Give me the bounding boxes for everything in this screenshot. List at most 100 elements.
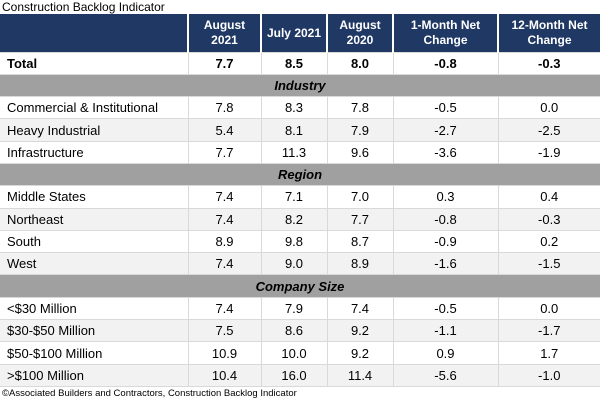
cell-value: -0.5	[392, 296, 499, 321]
total-row: Total 7.7 8.5 8.0 -0.8 -0.3	[0, 51, 600, 75]
cell-value: 0.4	[497, 185, 600, 209]
row-label: <$30 Million	[0, 296, 189, 321]
cell-value: 8.7	[326, 229, 394, 254]
cell-value: 7.4	[187, 252, 262, 276]
cell-value: 7.0	[326, 185, 394, 209]
cell-value: 0.0	[497, 296, 600, 321]
cell-value: 7.8	[326, 96, 394, 120]
row-label: >$100 Million	[0, 363, 189, 387]
table-row: $50-$100 Million 10.9 10.0 9.2 0.9 1.7	[0, 341, 600, 365]
section-header-industry: Industry	[0, 73, 600, 98]
cell-value: 7.8	[187, 96, 262, 120]
cell-value: 8.9	[326, 252, 394, 276]
row-label: Commercial & Institutional	[0, 96, 189, 120]
row-label: $50-$100 Million	[0, 341, 189, 365]
backlog-table: August 2021 July 2021 August 2020 1-Mont…	[0, 14, 600, 387]
col-header-august-2020: August 2020	[327, 14, 394, 52]
table-row: Middle States 7.4 7.1 7.0 0.3 0.4	[0, 185, 600, 209]
cell-value: 7.5	[187, 319, 262, 343]
cell-value: 8.9	[187, 229, 262, 254]
cell-value: -0.9	[392, 229, 499, 254]
cell-value: 11.4	[326, 363, 394, 387]
table-row: Heavy Industrial 5.4 8.1 7.9 -2.7 -2.5	[0, 118, 600, 142]
cell-value: -1.6	[392, 252, 499, 276]
cell-value: -0.8	[392, 207, 499, 231]
cell-value: -1.0	[497, 363, 600, 387]
cell-value: -5.6	[392, 363, 499, 387]
cell-value: 16.0	[260, 363, 328, 387]
table-row: <$30 Million 7.4 7.9 7.4 -0.5 0.0	[0, 296, 600, 321]
cell-value: 7.1	[260, 185, 328, 209]
cell-value: 8.6	[260, 319, 328, 343]
cell-value: 11.3	[260, 140, 328, 164]
row-label: West	[0, 252, 189, 276]
col-header-12-month-net-change: 12-Month Net Change	[498, 14, 600, 52]
cell-value: 9.2	[326, 341, 394, 365]
cell-value: 0.3	[392, 185, 499, 209]
row-label: $30-$50 Million	[0, 319, 189, 343]
section-title: Industry	[0, 73, 600, 98]
cell-value: -0.5	[392, 96, 499, 120]
cell-value: 7.9	[326, 118, 394, 142]
cell-value: 8.0	[326, 51, 394, 75]
table-row: $30-$50 Million 7.5 8.6 9.2 -1.1 -1.7	[0, 319, 600, 343]
cell-value: 9.0	[260, 252, 328, 276]
cell-value: 9.8	[260, 229, 328, 254]
cell-value: -1.9	[497, 140, 600, 164]
cell-value: 8.3	[260, 96, 328, 120]
cell-value: -1.7	[497, 319, 600, 343]
section-header-region: Region	[0, 162, 600, 187]
cell-value: 8.5	[260, 51, 328, 75]
cell-value: -0.8	[392, 51, 499, 75]
cell-value: 7.4	[187, 296, 262, 321]
cell-value: 7.9	[260, 296, 328, 321]
cell-value: 5.4	[187, 118, 262, 142]
cell-value: 10.4	[187, 363, 262, 387]
cell-value: -1.5	[497, 252, 600, 276]
cell-value: 7.4	[187, 185, 262, 209]
table-row: >$100 Million 10.4 16.0 11.4 -5.6 -1.0	[0, 363, 600, 387]
header-row: August 2021 July 2021 August 2020 1-Mont…	[0, 14, 600, 52]
cell-value: -1.1	[392, 319, 499, 343]
cell-value: 10.9	[187, 341, 262, 365]
section-title: Company Size	[0, 274, 600, 298]
cell-value: 7.4	[326, 296, 394, 321]
cell-value: 0.0	[497, 96, 600, 120]
section-title: Region	[0, 162, 600, 187]
cell-value: 10.0	[260, 341, 328, 365]
cell-value: 8.2	[260, 207, 328, 231]
col-header-august-2021: August 2021	[188, 14, 262, 52]
cell-value: 1.7	[497, 341, 600, 365]
col-header-july-2021: July 2021	[261, 14, 328, 52]
cell-value: 0.2	[497, 229, 600, 254]
row-label: Heavy Industrial	[0, 118, 189, 142]
row-label: Middle States	[0, 185, 189, 209]
cell-value: -2.5	[497, 118, 600, 142]
row-label: Total	[0, 51, 189, 75]
table-row: Infrastructure 7.7 11.3 9.6 -3.6 -1.9	[0, 140, 600, 164]
row-label: South	[0, 229, 189, 254]
cell-value: 7.4	[187, 207, 262, 231]
cell-value: 0.9	[392, 341, 499, 365]
cell-value: 9.2	[326, 319, 394, 343]
cell-value: 8.1	[260, 118, 328, 142]
cell-value: 7.7	[187, 140, 262, 164]
source-note: ©Associated Builders and Contractors, Co…	[2, 387, 297, 399]
table-row: South 8.9 9.8 8.7 -0.9 0.2	[0, 229, 600, 254]
table-row: Northeast 7.4 8.2 7.7 -0.8 -0.3	[0, 207, 600, 231]
cell-value: -2.7	[392, 118, 499, 142]
col-header-1-month-net-change: 1-Month Net Change	[393, 14, 499, 52]
cell-value: 7.7	[187, 51, 262, 75]
cell-value: 9.6	[326, 140, 394, 164]
row-label: Northeast	[0, 207, 189, 231]
cell-value: -0.3	[497, 207, 600, 231]
cell-value: 7.7	[326, 207, 394, 231]
row-label: Infrastructure	[0, 140, 189, 164]
cell-value: -0.3	[497, 51, 600, 75]
table-row: Commercial & Institutional 7.8 8.3 7.8 -…	[0, 96, 600, 120]
cell-value: -3.6	[392, 140, 499, 164]
page-title: Construction Backlog Indicator	[2, 0, 165, 14]
section-header-company-size: Company Size	[0, 274, 600, 298]
corner-cell	[0, 14, 189, 52]
table-row: West 7.4 9.0 8.9 -1.6 -1.5	[0, 252, 600, 276]
